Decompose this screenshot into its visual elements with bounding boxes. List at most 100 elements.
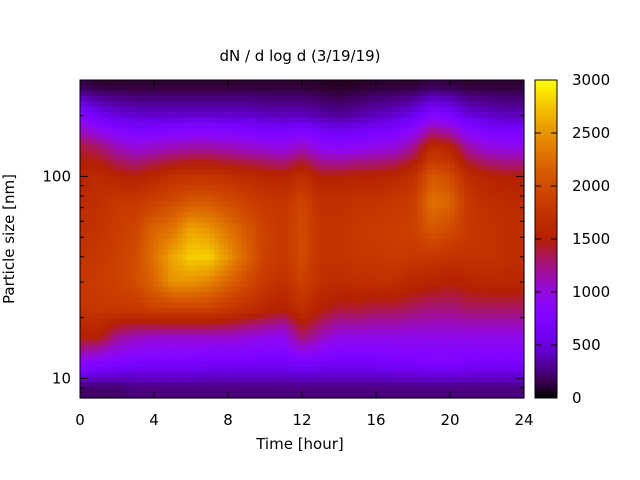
heatmap-cell xyxy=(450,292,456,298)
heatmap-cell xyxy=(399,106,405,113)
heatmap-cell xyxy=(274,249,280,256)
heatmap-cell xyxy=(269,371,275,378)
heatmap-cell xyxy=(288,297,294,304)
heatmap-cell xyxy=(292,286,298,293)
heatmap-cell xyxy=(408,239,414,245)
heatmap-cell xyxy=(394,233,400,240)
heatmap-cell xyxy=(89,207,95,214)
heatmap-cell xyxy=(399,180,405,187)
heatmap-cell xyxy=(389,138,396,145)
heatmap-cell xyxy=(417,302,423,309)
heatmap-cell xyxy=(339,270,345,277)
heatmap-cell xyxy=(431,170,437,176)
heatmap-cell xyxy=(376,143,382,150)
heatmap-cell xyxy=(255,95,261,102)
heatmap-cell xyxy=(154,101,160,108)
heatmap-cell xyxy=(357,387,363,394)
heatmap-cell xyxy=(255,376,261,383)
heatmap-cell xyxy=(325,239,331,245)
heatmap-cell xyxy=(385,186,391,192)
heatmap-cell xyxy=(283,117,289,123)
heatmap-cell xyxy=(135,133,141,139)
heatmap-cell xyxy=(144,329,150,335)
heatmap-cell xyxy=(352,117,359,123)
heatmap-cell xyxy=(422,159,428,166)
heatmap-cell xyxy=(459,276,465,282)
heatmap-cell xyxy=(181,345,187,351)
heatmap-cell xyxy=(149,207,155,214)
heatmap-cell xyxy=(436,371,442,378)
heatmap-cell xyxy=(440,180,446,187)
heatmap-cell xyxy=(191,339,197,346)
heatmap-cell xyxy=(84,307,90,314)
heatmap-cell xyxy=(80,159,86,166)
heatmap-cell xyxy=(431,95,437,102)
heatmap-cell xyxy=(93,106,100,113)
heatmap-cell xyxy=(195,387,201,394)
heatmap-cell xyxy=(329,297,335,304)
heatmap-cell xyxy=(463,101,470,108)
heatmap-cell xyxy=(237,254,243,261)
heatmap-cell xyxy=(348,196,354,203)
heatmap-cell xyxy=(255,117,261,123)
heatmap-cell xyxy=(325,101,331,108)
heatmap-cell xyxy=(302,101,308,108)
heatmap-cell xyxy=(403,355,409,362)
heatmap-cell xyxy=(329,382,335,388)
heatmap-cell xyxy=(186,292,192,298)
heatmap-cell xyxy=(376,329,382,335)
heatmap-cell xyxy=(158,175,164,182)
heatmap-cell xyxy=(265,382,271,388)
heatmap-cell xyxy=(167,260,174,267)
heatmap-cell xyxy=(454,392,460,399)
heatmap-cell xyxy=(343,281,349,288)
heatmap-cell xyxy=(214,376,220,383)
heatmap-cell xyxy=(103,164,109,171)
heatmap-cell xyxy=(306,106,312,113)
heatmap-cell xyxy=(371,334,377,341)
heatmap-cell xyxy=(144,201,150,208)
heatmap-cell xyxy=(445,196,451,203)
heatmap-cell xyxy=(283,122,289,129)
heatmap-cell xyxy=(408,212,414,219)
heatmap-cell xyxy=(89,191,95,198)
heatmap-cell xyxy=(269,186,275,192)
heatmap-cell xyxy=(181,170,187,176)
heatmap-cell xyxy=(292,376,298,383)
heatmap-cell xyxy=(348,122,354,129)
heatmap-cell xyxy=(311,138,317,145)
heatmap-cell xyxy=(408,148,414,155)
heatmap-cell xyxy=(130,382,137,388)
heatmap-cell xyxy=(283,286,289,293)
heatmap-cell xyxy=(98,350,104,357)
heatmap-cell xyxy=(311,233,317,240)
heatmap-cell xyxy=(306,138,312,145)
heatmap-cell xyxy=(302,286,308,293)
heatmap-cell xyxy=(223,207,229,214)
heatmap-cell xyxy=(177,154,183,161)
heatmap-cell xyxy=(362,345,368,351)
heatmap-cell xyxy=(445,133,451,139)
heatmap-cell xyxy=(288,175,294,182)
heatmap-cell xyxy=(167,85,174,92)
heatmap-cell xyxy=(417,159,423,166)
heatmap-cell xyxy=(214,244,220,251)
heatmap-cell xyxy=(348,392,354,399)
heatmap-cell xyxy=(209,350,215,357)
heatmap-cell xyxy=(117,376,123,383)
heatmap-cell xyxy=(186,376,192,383)
heatmap-cell xyxy=(417,260,423,267)
heatmap-cell xyxy=(417,339,423,346)
heatmap-cell xyxy=(274,276,280,282)
heatmap-cell xyxy=(140,233,146,240)
heatmap-cell xyxy=(167,127,174,134)
heatmap-cell xyxy=(440,201,446,208)
heatmap-cell xyxy=(84,201,90,208)
heatmap-cell xyxy=(394,207,400,214)
heatmap-cell xyxy=(297,186,303,192)
heatmap-cell xyxy=(445,138,451,145)
heatmap-cell xyxy=(292,111,298,118)
heatmap-cell xyxy=(126,281,132,288)
heatmap-cell xyxy=(154,260,160,267)
heatmap-cell xyxy=(371,228,377,235)
